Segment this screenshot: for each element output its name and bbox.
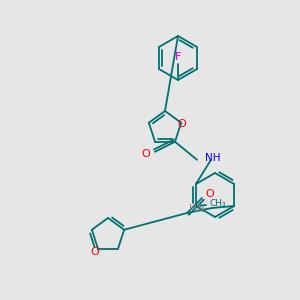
Text: HN: HN (189, 204, 204, 214)
Text: F: F (175, 52, 181, 62)
Text: O: O (141, 149, 150, 159)
Text: O: O (178, 119, 187, 129)
Text: NH: NH (205, 153, 220, 163)
Text: O: O (205, 189, 214, 199)
Text: O: O (91, 247, 99, 257)
Text: CH₃: CH₃ (210, 200, 226, 208)
